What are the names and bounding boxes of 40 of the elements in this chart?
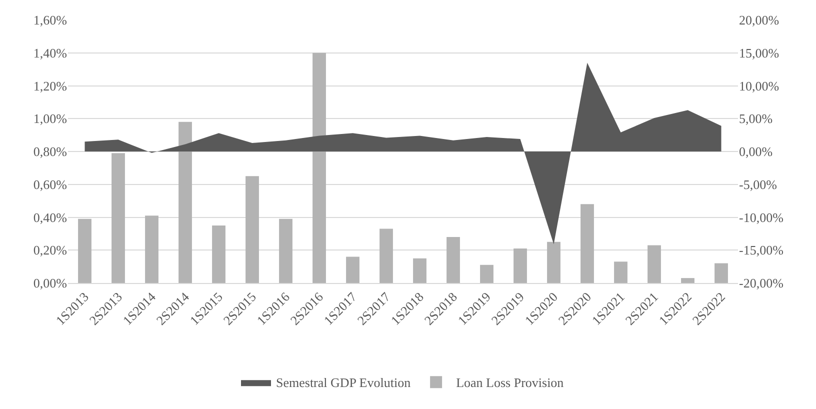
bar: [547, 242, 560, 283]
bar: [78, 218, 92, 283]
y2-tick-label: 10,00%: [739, 78, 780, 94]
bar: [178, 122, 192, 283]
y2-tick-label: -20,00%: [739, 276, 784, 291]
bar: [580, 204, 594, 283]
legend-label: Semestral GDP Evolution: [276, 375, 412, 390]
bar: [714, 263, 728, 283]
bar: [380, 228, 393, 283]
bar: [212, 225, 226, 283]
y-tick-label: 1,60%: [33, 12, 68, 28]
y2-tick-label: 20,00%: [739, 12, 780, 28]
bar: [514, 248, 527, 283]
y2-tick-label: 5,00%: [739, 111, 773, 126]
y-tick-label: 0,00%: [33, 276, 68, 291]
bar: [681, 278, 694, 283]
y2-tick-label: -5,00%: [739, 176, 778, 192]
bar: [346, 256, 360, 283]
bar: [145, 216, 158, 283]
y-tick-label: 1,20%: [33, 78, 68, 94]
y-tick-label: 1,40%: [33, 45, 68, 60]
y2-tick-label: 15,00%: [739, 45, 780, 60]
bar: [614, 262, 628, 283]
bar: [246, 176, 259, 283]
y-tick-label: 0,20%: [33, 242, 68, 258]
y2-tick-label: -15,00%: [739, 242, 784, 258]
y-tick-label: 0,40%: [33, 210, 68, 225]
y-tick-label: 0,60%: [33, 176, 68, 192]
bar: [413, 258, 426, 283]
bar: [112, 153, 125, 283]
y2-tick-label: 0,00%: [739, 144, 773, 160]
legend-label: Loan Loss Provision: [456, 375, 564, 390]
y-tick-label: 0,80%: [33, 144, 68, 160]
y-tick-label: 1,00%: [33, 111, 68, 126]
bar: [279, 218, 292, 283]
bar: [648, 245, 661, 283]
bar: [446, 236, 460, 283]
y2-tick-label: -10,00%: [739, 210, 784, 225]
bar: [312, 52, 326, 283]
bar: [480, 264, 494, 283]
